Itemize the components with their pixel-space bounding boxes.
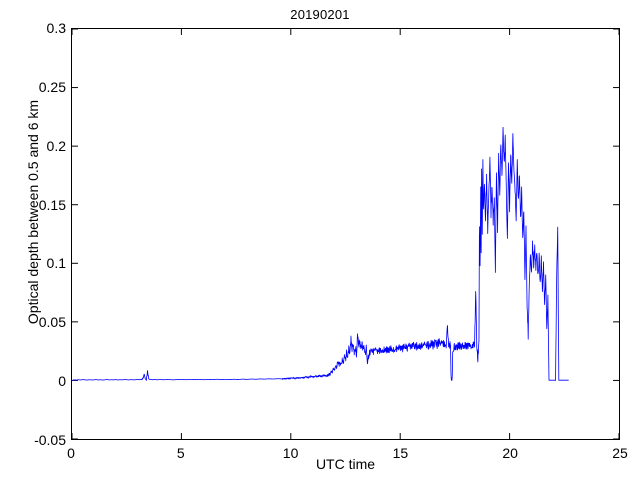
x-tick-label: 10 xyxy=(282,445,299,461)
y-tick-label: 0.3 xyxy=(46,20,66,36)
y-tick-label: -0.05 xyxy=(34,432,66,448)
y-tick-label-group: -0.05 0 0.05 0.1 0.15 0.2 0.25 0.3 xyxy=(0,0,66,480)
y-tick-label: 0 xyxy=(58,373,66,390)
y-tick-label: 0.15 xyxy=(38,196,66,213)
plot-area xyxy=(71,28,620,440)
x-tick-label-group: 0 5 10 15 20 25 xyxy=(0,445,640,467)
y-tick-label: 0.25 xyxy=(38,78,66,95)
x-tick-label: 5 xyxy=(176,445,185,461)
chart-title: 20190201 xyxy=(290,7,350,22)
x-tick-label: 25 xyxy=(612,445,628,461)
y-tick-label: 0.05 xyxy=(38,314,66,331)
x-tick-label: 15 xyxy=(392,445,409,461)
x-axis-label: UTC time xyxy=(315,456,376,472)
data-series-svg xyxy=(72,29,619,439)
y-tick-label: 0.1 xyxy=(46,255,66,272)
x-tick-label: 20 xyxy=(502,445,518,461)
x-tick-label: 0 xyxy=(67,445,75,461)
axis-tick-group xyxy=(72,29,619,439)
data-line-optical-depth xyxy=(72,127,569,380)
y-tick-label: 0.2 xyxy=(46,137,66,154)
